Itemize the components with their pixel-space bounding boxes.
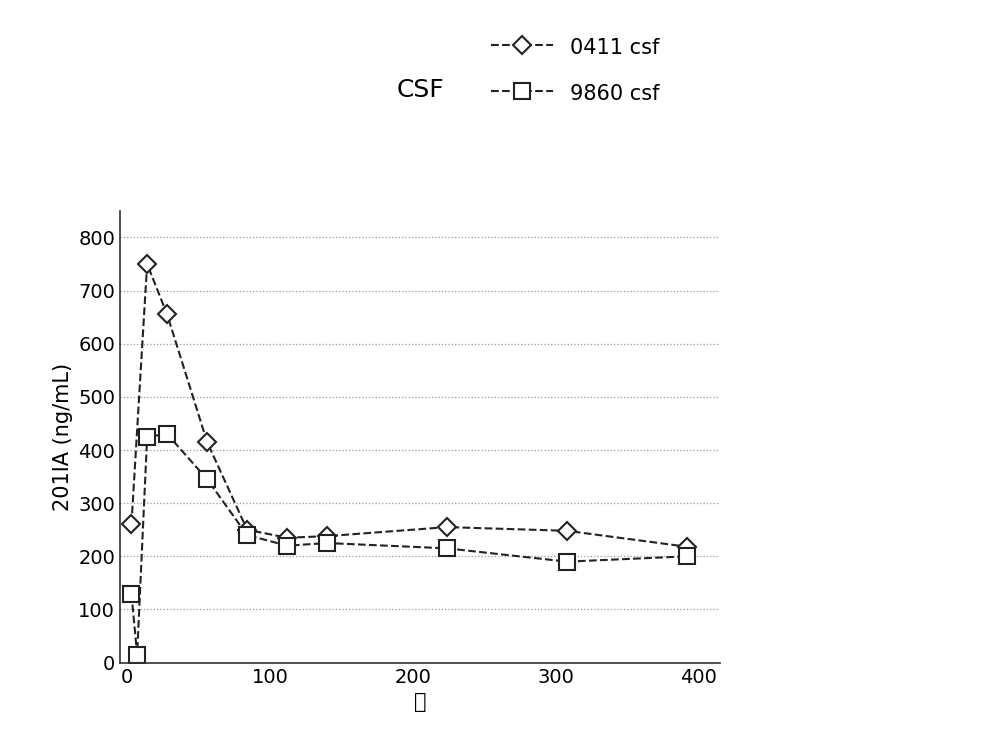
9860 csf — [241, 531, 253, 540]
0411 csf — [441, 523, 453, 532]
9860 csf — [201, 474, 213, 483]
0411 csf — [141, 260, 153, 269]
0411 csf — [201, 437, 213, 447]
Legend: 0411 csf, 9860 csf: 0411 csf, 9860 csf — [480, 26, 670, 114]
9860 csf — [561, 557, 573, 566]
X-axis label: 天: 天 — [414, 692, 426, 712]
Text: CSF: CSF — [396, 78, 444, 102]
Line: 0411 csf: 0411 csf — [125, 258, 693, 553]
Y-axis label: 201IA (ng/mL): 201IA (ng/mL) — [53, 363, 73, 511]
9860 csf — [321, 538, 333, 547]
9860 csf — [161, 429, 173, 438]
0411 csf — [281, 533, 293, 542]
9860 csf — [281, 541, 293, 550]
Line: 9860 csf: 9860 csf — [124, 426, 695, 663]
0411 csf — [241, 526, 253, 535]
9860 csf — [125, 589, 137, 598]
0411 csf — [561, 526, 573, 535]
9860 csf — [131, 650, 143, 659]
0411 csf — [681, 542, 693, 551]
9860 csf — [441, 544, 453, 553]
9860 csf — [681, 552, 693, 561]
0411 csf — [321, 532, 333, 541]
9860 csf — [141, 432, 153, 441]
0411 csf — [161, 310, 173, 319]
0411 csf — [125, 520, 137, 529]
